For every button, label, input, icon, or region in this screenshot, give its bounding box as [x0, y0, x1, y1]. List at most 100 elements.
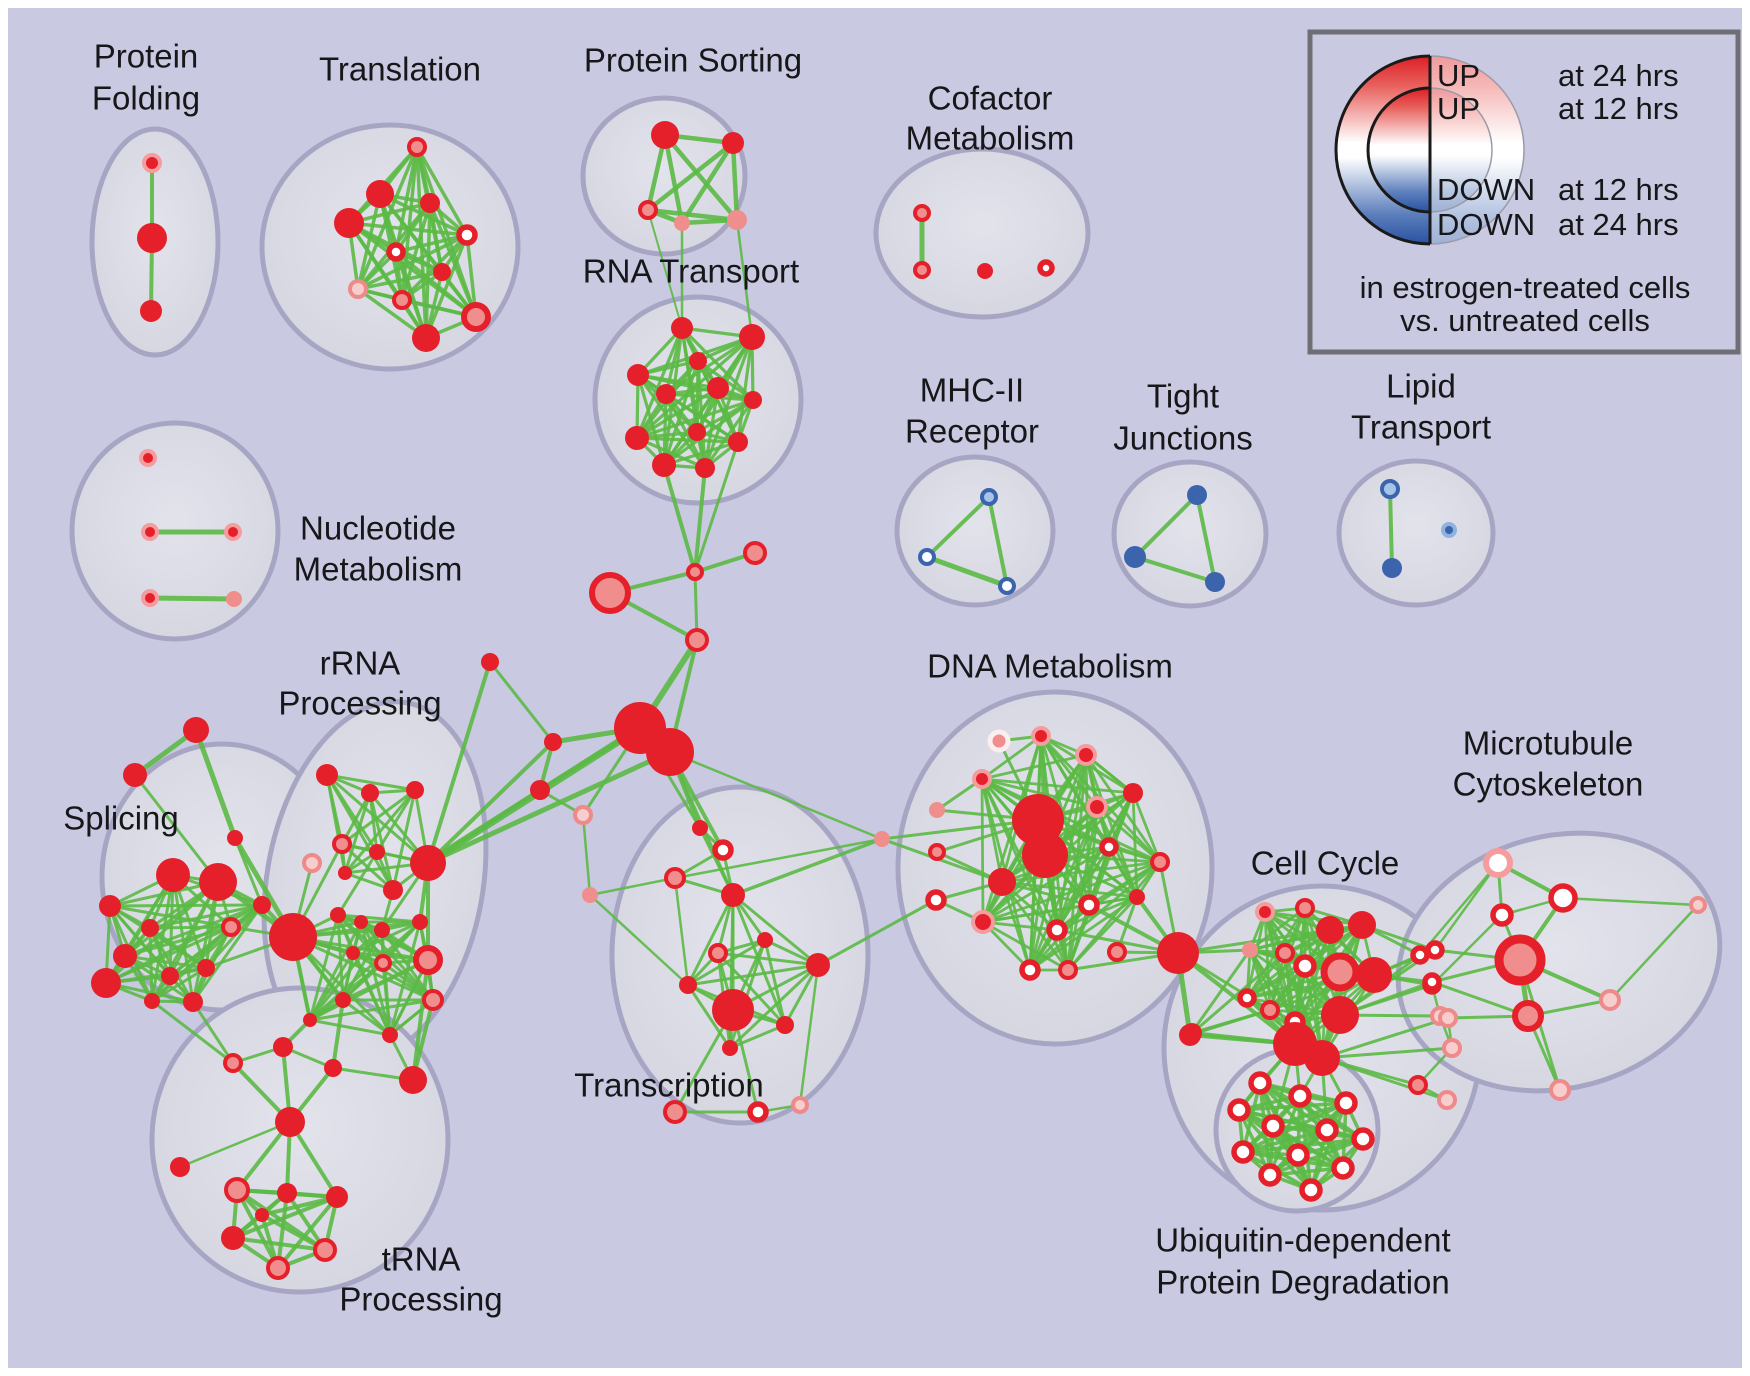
edge — [147, 595, 237, 602]
edge — [308, 958, 430, 1022]
edge — [1268, 1137, 1365, 1177]
node-dna_metabolism-8 — [1123, 783, 1143, 803]
edge — [308, 920, 363, 1022]
edge — [394, 250, 478, 319]
edge — [581, 813, 592, 897]
node-cofactor_metabolism-3 — [1037, 259, 1055, 277]
node-rrna_processing-14 — [346, 946, 360, 960]
edge — [1195, 493, 1217, 584]
network-graph: Protein Folding Translation Protein Sorting… — [63, 38, 1723, 1318]
edge — [308, 913, 340, 1022]
edge — [394, 233, 469, 254]
edge — [1028, 860, 1162, 972]
node-dna_metabolism-16 — [1078, 894, 1100, 916]
node-microtubule-9 — [1549, 1079, 1571, 1101]
node-rrna_processing-12 — [374, 922, 390, 938]
node-rna_transport-5 — [707, 377, 729, 399]
node-cell_cycle-0 — [1255, 902, 1275, 922]
node-ubiquitin-3 — [1227, 1098, 1251, 1122]
edge — [662, 132, 685, 226]
cluster-label-cofactor_metabolism: Cofactor — [928, 80, 1053, 117]
edge — [426, 740, 555, 865]
edge — [588, 876, 677, 897]
node-cell_cycle-9 — [1237, 988, 1257, 1008]
edge — [231, 1236, 327, 1252]
cluster-ellipse-cofactor_metabolism — [873, 146, 1091, 320]
node-trna_processing-5 — [221, 1226, 245, 1250]
node-translation-3 — [334, 208, 364, 238]
edge — [347, 221, 469, 237]
node-cell_cycle-8 — [1356, 957, 1392, 993]
cluster-label-mhc_receptor: Receptor — [905, 413, 1039, 450]
edge — [260, 1195, 339, 1217]
node-rrna_processing-19 — [303, 1013, 317, 1027]
edge — [925, 495, 991, 559]
node-splicing-6 — [91, 968, 121, 998]
edge — [728, 963, 820, 1050]
edge — [150, 903, 264, 1003]
node-transcription-4 — [721, 883, 745, 907]
node-transcription-2 — [664, 867, 686, 889]
edge — [636, 373, 755, 402]
node-trna_processing-1 — [170, 1157, 190, 1177]
edge — [763, 938, 787, 1027]
edge — [924, 554, 1010, 589]
edge — [1608, 903, 1700, 1002]
node-dna_metabolism-5 — [874, 831, 890, 847]
edge — [693, 440, 740, 574]
legend-outer-arc-left — [1334, 54, 1431, 246]
node-translation-2 — [420, 193, 440, 213]
edge — [1430, 913, 1504, 987]
node-trna_processing-6 — [313, 1238, 337, 1262]
edge — [291, 935, 435, 1002]
edge — [980, 734, 1043, 781]
node-trna_processing-7 — [266, 1256, 290, 1280]
edge — [331, 998, 345, 1070]
node-rrna_processing-0 — [316, 764, 338, 786]
edge — [636, 373, 707, 470]
node-ubiquitin-8 — [1286, 1143, 1310, 1167]
node-dna_metabolism-20 — [1019, 959, 1041, 981]
edge — [123, 954, 195, 1004]
node-tight_junctions-2 — [1205, 572, 1225, 592]
node-cell_cycle-3 — [1348, 911, 1376, 939]
node-dna_metabolism-22 — [1157, 932, 1199, 974]
edge — [703, 398, 755, 470]
edge — [980, 777, 1162, 864]
node-rrna_processing-5 — [369, 844, 385, 860]
edge — [351, 920, 422, 955]
node-translation-1 — [366, 180, 394, 208]
node-cofactor_metabolism-0 — [913, 204, 931, 222]
cluster-label-microtubule: Microtubule — [1463, 725, 1634, 762]
edge — [1055, 753, 1088, 932]
node-protein_sorting-3 — [674, 215, 690, 231]
edge — [308, 920, 422, 1022]
edge — [1320, 923, 1364, 1060]
node-transcription-6 — [708, 943, 728, 963]
edge — [735, 218, 754, 339]
node-rrna_processing-11 — [354, 915, 368, 929]
node-free-15 — [324, 1059, 342, 1077]
edge — [356, 233, 469, 291]
node-microtubule-1 — [1548, 883, 1578, 913]
node-dna_metabolism-3 — [972, 769, 992, 789]
node-cell_cycle-19 — [1442, 1038, 1462, 1058]
node-tight_junctions-0 — [1187, 485, 1207, 505]
node-ubiquitin-2 — [1334, 1091, 1358, 1115]
edge — [193, 727, 238, 841]
cluster-label-lipid_transport: Transport — [1351, 409, 1491, 446]
edge — [1237, 1101, 1348, 1112]
node-dna_metabolism-21 — [1058, 960, 1078, 980]
node-dna_metabolism-2 — [1075, 744, 1097, 766]
node-rrna_processing-6 — [338, 866, 352, 880]
node-rna_transport-11 — [695, 458, 715, 478]
edge — [375, 788, 417, 854]
legend-time-down24: at 24 hrs — [1558, 207, 1679, 242]
legend: UP at 24 hrs UP at 12 hrs DOWN at 12 hrs… — [1307, 29, 1741, 355]
node-dna_metabolism-6 — [928, 843, 946, 861]
edge — [662, 398, 755, 467]
edge — [276, 1195, 339, 1270]
node-dna_metabolism-17 — [1046, 919, 1068, 941]
node-transcription-13 — [747, 1101, 769, 1123]
edge — [1131, 791, 1139, 899]
